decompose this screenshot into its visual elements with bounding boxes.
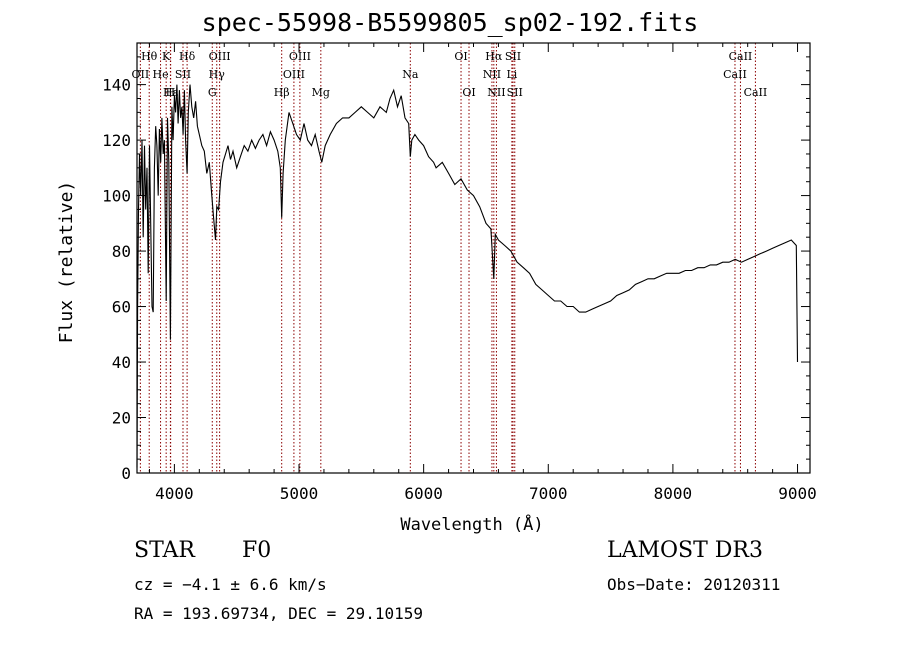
line-label: Mg bbox=[312, 86, 330, 99]
y-axis: 0 20 40 60 80 100 120 140 bbox=[102, 56, 810, 483]
line-label: Hβ bbox=[274, 86, 290, 99]
line-label: CaII bbox=[723, 68, 747, 81]
line-label: SII bbox=[507, 86, 523, 99]
line-label: OIII bbox=[209, 50, 231, 63]
y-tick-label: 0 bbox=[121, 464, 131, 483]
x-axis-label: Wavelength (Å) bbox=[400, 513, 543, 535]
y-tick-label: 140 bbox=[102, 76, 131, 95]
line-label: OI bbox=[462, 86, 475, 99]
y-axis-label: Flux (relative) bbox=[56, 181, 77, 344]
line-label: K bbox=[162, 50, 171, 63]
x-axis: 4000 5000 6000 7000 8000 9000 bbox=[148, 43, 817, 503]
y-tick-label: 20 bbox=[112, 409, 131, 428]
y-tick-label: 60 bbox=[112, 298, 131, 317]
line-label: Hα bbox=[485, 50, 503, 63]
chart-title: spec-55998-B5599805_sp02-192.fits bbox=[201, 8, 699, 37]
line-label: SII bbox=[505, 50, 521, 63]
redshift-cz: cz = −4.1 ± 6.6 km/s bbox=[134, 575, 327, 594]
x-tick-label: 6000 bbox=[404, 484, 443, 503]
line-label: He bbox=[153, 68, 169, 81]
line-label: Hθ bbox=[141, 50, 158, 63]
x-tick-label: 7000 bbox=[529, 484, 568, 503]
line-label: OII bbox=[132, 68, 150, 81]
object-subclass: F0 bbox=[242, 538, 272, 563]
x-tick-label: 5000 bbox=[280, 484, 319, 503]
x-tick-label: 9000 bbox=[778, 484, 817, 503]
x-tick-label: 4000 bbox=[155, 484, 194, 503]
line-label: Hδ bbox=[179, 50, 196, 63]
object-class: STAR bbox=[134, 538, 195, 563]
y-tick-label: 80 bbox=[112, 242, 131, 261]
line-label: OIII bbox=[283, 68, 305, 81]
observation-date: Obs−Date: 20120311 bbox=[607, 575, 781, 594]
line-label: Li bbox=[506, 68, 517, 81]
y-tick-label: 100 bbox=[102, 187, 131, 206]
line-label: CaII bbox=[744, 86, 768, 99]
line-label: H bbox=[166, 86, 176, 99]
survey-name: LAMOST DR3 bbox=[607, 538, 763, 563]
line-label: NII bbox=[487, 86, 505, 99]
spectrum-series-line bbox=[136, 84, 799, 468]
line-label: G bbox=[208, 86, 217, 99]
line-label: Hγ bbox=[209, 68, 226, 81]
y-tick-label: 40 bbox=[112, 353, 131, 372]
spectral-line-markers bbox=[139, 43, 756, 473]
plot-frame bbox=[136, 42, 811, 474]
line-label: Na bbox=[402, 68, 419, 81]
y-tick-label: 120 bbox=[102, 131, 131, 150]
ra-dec-coordinates: RA = 193.69734, DEC = 29.10159 bbox=[134, 604, 423, 623]
line-label: CaII bbox=[729, 50, 753, 63]
line-label: NII bbox=[483, 68, 501, 81]
x-tick-label: 8000 bbox=[654, 484, 693, 503]
line-label: OI bbox=[454, 50, 467, 63]
line-label: SII bbox=[175, 68, 191, 81]
line-label: OIII bbox=[289, 50, 311, 63]
